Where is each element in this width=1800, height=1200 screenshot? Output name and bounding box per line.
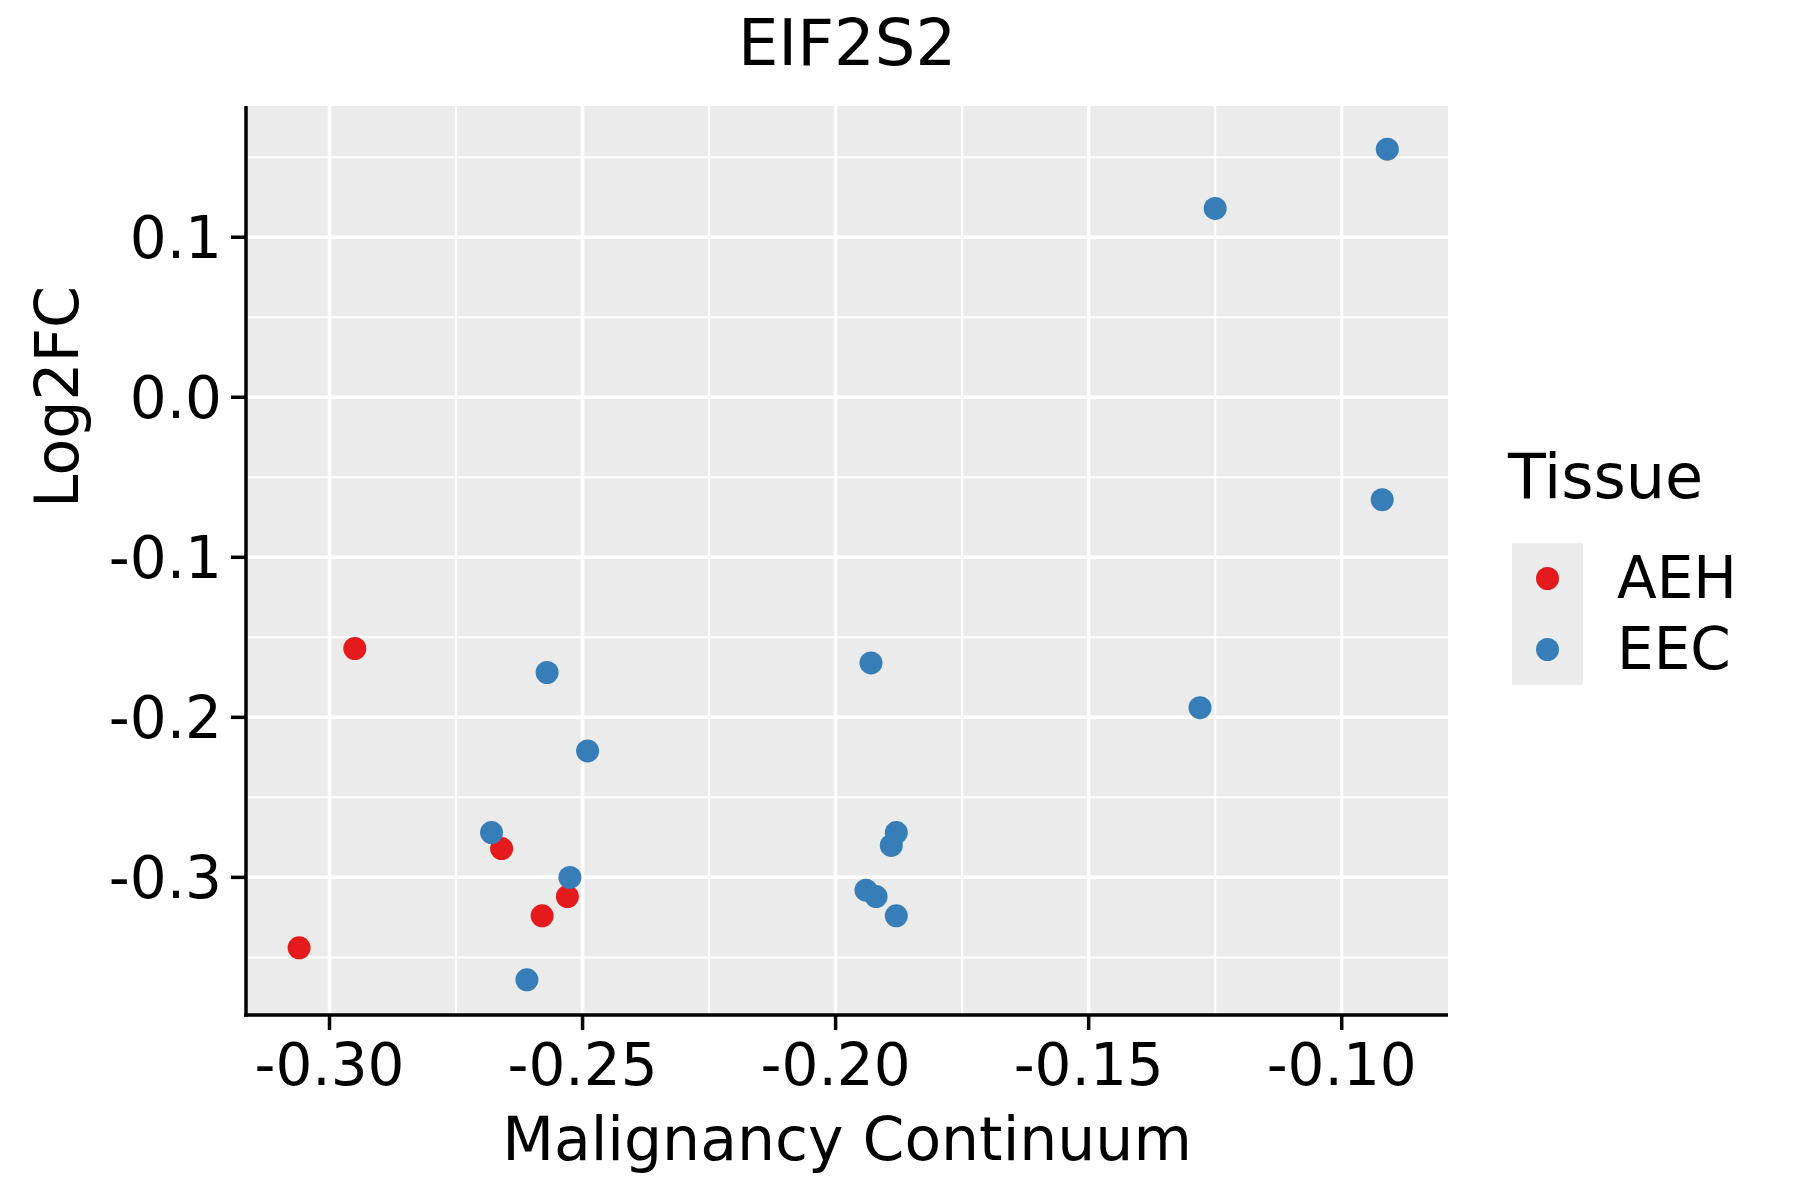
- y-tick-label: -0.2: [109, 684, 222, 752]
- legend-key: [1512, 543, 1583, 614]
- eec-point-icon: [1536, 638, 1559, 661]
- data-point-eec: [558, 866, 581, 889]
- legend-title: Tissue: [1508, 440, 1737, 513]
- data-point-eec: [1371, 488, 1394, 511]
- legend-item-label: AEH: [1617, 543, 1737, 614]
- y-tick-label: -0.3: [109, 844, 222, 912]
- legend-item-aeh: AEH: [1512, 543, 1737, 614]
- legend: Tissue AEH EEC: [1508, 440, 1737, 685]
- y-tick-label: 0.0: [130, 364, 222, 432]
- x-tick-label: -0.30: [254, 1031, 404, 1099]
- data-point-eec: [480, 821, 503, 844]
- legend-item-eec: EEC: [1512, 614, 1737, 685]
- data-point-eec: [515, 968, 538, 991]
- data-point-eec: [1376, 138, 1399, 161]
- x-tick-label: -0.15: [1014, 1031, 1164, 1099]
- data-point-eec: [1204, 197, 1227, 220]
- data-point-eec: [860, 651, 883, 674]
- data-point-aeh: [288, 936, 311, 959]
- data-point-aeh: [531, 904, 554, 927]
- data-point-eec: [536, 661, 559, 684]
- legend-items: AEH EEC: [1512, 543, 1737, 685]
- x-tick-label: -0.25: [508, 1031, 658, 1099]
- y-tick-label: -0.1: [109, 524, 222, 592]
- data-point-eec: [1189, 696, 1212, 719]
- data-point-eec: [885, 904, 908, 927]
- legend-item-label: EEC: [1617, 614, 1731, 685]
- data-point-eec: [880, 834, 903, 857]
- y-axis-title: Log2FC: [22, 197, 82, 597]
- chart-figure: -0.30 -0.25 -0.20 -0.15 -0.10 0.1 0.0 -0.1 -0.2 -…: [0, 0, 1800, 1200]
- data-point-eec: [865, 885, 888, 908]
- x-tick-label: -0.10: [1267, 1031, 1417, 1099]
- data-point-eec: [576, 739, 599, 762]
- data-point-aeh: [343, 637, 366, 660]
- legend-key: [1512, 614, 1583, 685]
- aeh-point-icon: [1536, 567, 1559, 590]
- chart-title: EIF2S2: [246, 8, 1448, 78]
- x-axis-title: Malignancy Continuum: [246, 1104, 1448, 1174]
- x-tick-label: -0.20: [761, 1031, 911, 1099]
- y-tick-label: 0.1: [130, 204, 222, 272]
